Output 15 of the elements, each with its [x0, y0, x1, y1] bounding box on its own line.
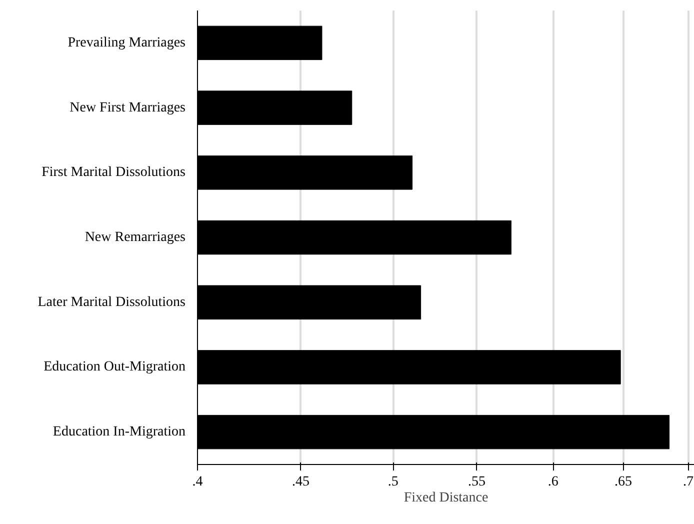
x-tick-label: .6 [548, 474, 558, 490]
x-tick-label: .55 [468, 474, 486, 490]
x-tick-label: .65 [614, 474, 632, 490]
y-tick-label: Education In-Migration [52, 424, 186, 440]
y-tick-label: Education Out-Migration [44, 360, 186, 375]
x-tick-label: .5 [388, 474, 398, 490]
y-tick-label: Later Marital Dissolutions [38, 294, 186, 310]
x-tick-label: .4 [192, 474, 203, 490]
x-axis-title: Fixed Distance [404, 490, 488, 506]
y-tick-label: Prevailing Marriages [68, 35, 186, 50]
y-tick-label: New First Marriages [70, 100, 186, 116]
y-tick-label: First Marital Dissolutions [42, 165, 186, 180]
x-tick-label: .45 [292, 474, 310, 490]
y-tick-label: New Remarriages [84, 230, 186, 245]
x-tick-label: .7 [683, 474, 694, 490]
